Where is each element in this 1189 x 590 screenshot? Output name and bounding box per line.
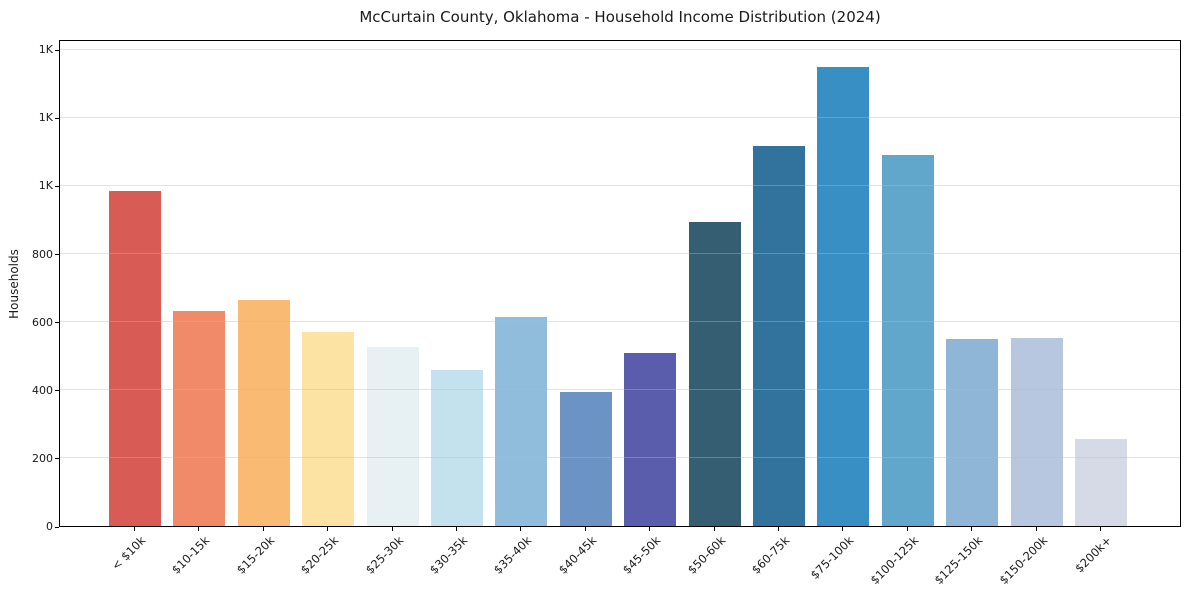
bar-$45-50k [624,353,677,526]
gridline-800 [60,253,1180,255]
bar-$100-125k [881,155,934,526]
y-tick-label: 1K [38,111,53,125]
x-tick-mark [971,527,973,531]
bar-$150-200k [1010,338,1063,526]
bar-< $10k [109,190,161,526]
x-tick-mark [1100,527,1101,531]
y-tick-mark [55,390,59,392]
y-tick-label: 800 [32,247,53,261]
y-tick-label: 200 [32,451,53,465]
bar-$60-75k [753,145,805,526]
x-tick-mark [134,527,135,531]
bar-$75-100k [817,66,870,526]
gridline-1400 [60,48,1180,50]
x-tick-mark [262,527,264,531]
x-tick-mark [842,527,844,531]
x-tick-mark [906,527,908,531]
x-tick-mark [198,527,200,531]
x-tick-mark [520,527,522,531]
y-tick-mark [55,458,59,460]
y-tick-mark [55,322,59,324]
x-tick-mark [649,527,651,531]
x-tick-label-< $10k: < $10k [108,533,149,573]
y-tick-mark [55,185,59,187]
bar-$35-40k [495,317,548,526]
bar-$15-20k [237,300,290,526]
x-tick-mark [584,527,586,531]
y-tick-label: 400 [32,383,53,397]
bar-$200k+ [1075,439,1127,526]
y-tick-label: 0 [46,520,53,533]
x-tick-mark [391,527,393,531]
bar-$20-25k [302,331,355,526]
bar-$40-45k [559,392,612,526]
x-tick-mark [456,527,457,531]
y-tick-mark [55,49,59,51]
y-tick-mark [55,117,59,119]
x-tick-mark [778,527,779,531]
plot-area [59,40,1181,527]
x-tick-mark [1035,527,1037,531]
y-tick-mark [55,254,59,256]
y-tick-label: 600 [32,315,53,329]
bar-$10-15k [173,310,226,526]
bar-$25-30k [366,346,419,526]
chart-title: McCurtain County, Oklahoma - Household I… [359,8,881,26]
bar-$50-60k [688,222,741,526]
gridline-1200 [60,116,1180,118]
x-tick-mark [327,527,329,531]
y-tick-label: 1K [38,43,53,57]
bar-$125-150k [946,339,999,526]
y-tick-mark [55,526,59,528]
gridline-600 [60,321,1180,323]
gridline-200 [60,457,1180,459]
y-tick-label: 1K [38,179,53,193]
x-tick-mark [713,527,715,531]
gridline-400 [60,389,1180,391]
bar-$30-35k [431,370,483,526]
gridline-1000 [60,184,1180,186]
